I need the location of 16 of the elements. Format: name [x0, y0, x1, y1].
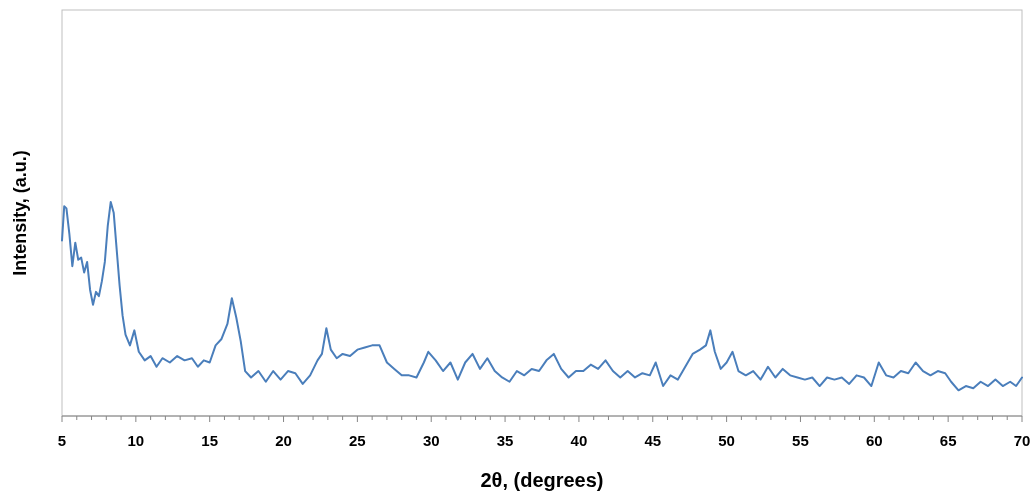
x-tick-label: 65 [939, 432, 957, 449]
x-tick-label: 25 [349, 432, 366, 449]
x-axis-title: 2θ, (degrees) [480, 469, 604, 491]
x-tick-label: 35 [496, 432, 514, 449]
x-tick-label: 45 [644, 432, 662, 449]
x-tick-label: 55 [792, 432, 809, 449]
x-tick-label: 60 [865, 432, 883, 449]
x-tick-label: 5 [57, 432, 67, 449]
x-tick-label: 40 [570, 432, 588, 449]
y-axis-title: Intensity, (a.u.) [10, 150, 30, 276]
x-tick-label: 70 [1013, 432, 1031, 449]
x-tick-label: 15 [201, 432, 219, 449]
x-tick-label: 30 [422, 432, 440, 449]
x-tick-label: 10 [127, 432, 145, 449]
x-tick-label: 50 [718, 432, 735, 449]
x-tick-label: 20 [275, 432, 292, 449]
